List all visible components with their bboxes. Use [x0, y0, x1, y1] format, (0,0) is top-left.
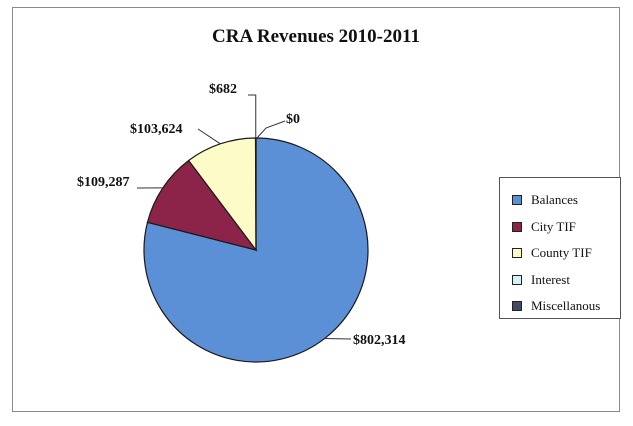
pie-slice-county-tif [187, 137, 257, 252]
chart-frame: CRA Revenues 2010-2011 $802,314 $109,287 $… [12, 7, 621, 412]
legend-item: County TIF [512, 240, 620, 267]
legend-swatch [512, 221, 522, 232]
legend-swatch [512, 195, 522, 206]
legend-item: Interest [512, 267, 620, 294]
data-label: $0 [286, 112, 300, 127]
leader-line [324, 337, 352, 340]
leader-line [248, 94, 257, 139]
legend-swatch [512, 274, 522, 285]
data-label: $109,287 [77, 175, 130, 190]
legend-swatch [512, 301, 522, 312]
pie-slice-city-tif [146, 159, 258, 252]
chart-legend: Balances City TIF County TIF Interest Miscel… [499, 177, 621, 319]
legend-item: City TIF [512, 214, 620, 241]
leader-line [197, 128, 221, 145]
pie-chart: $802,314 $109,287 $103,624 $682 $0 [77, 82, 406, 363]
leader-line [256, 120, 286, 139]
chart-title: CRA Revenues 2010-2011 [212, 26, 420, 47]
legend-item: Miscellanous [512, 293, 620, 320]
data-label: $802,314 [353, 333, 406, 348]
data-label: $682 [209, 82, 237, 97]
legend-item: Balances [512, 187, 620, 214]
legend-label: Miscellanous [531, 298, 601, 314]
pie-slice-balances [143, 137, 369, 363]
legend-label: County TIF [531, 245, 592, 261]
legend-label: Interest [531, 271, 570, 287]
legend-label: City TIF [531, 218, 576, 234]
data-label: $103,624 [130, 122, 183, 137]
legend-label: Balances [531, 192, 578, 208]
legend-swatch [512, 248, 522, 259]
